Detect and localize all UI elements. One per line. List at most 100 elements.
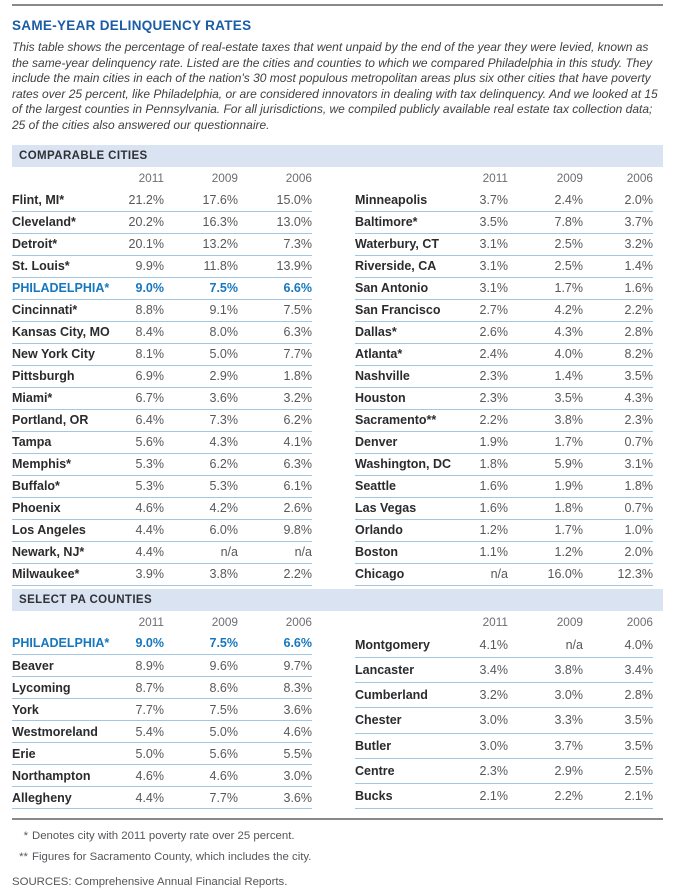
rate-value: 7.5% bbox=[164, 632, 238, 655]
rate-value: 8.9% bbox=[111, 654, 164, 677]
cities-table-left: 2011 2009 2006 Flint, MI* 21.2% 17.6% 15.0%… bbox=[12, 167, 312, 586]
table-row: Chester 3.0% 3.3% 3.5% bbox=[355, 707, 653, 734]
jurisdiction-name: Las Vegas bbox=[355, 497, 455, 520]
rate-value: 1.6% bbox=[455, 497, 508, 520]
year-column-header: 2011 bbox=[482, 171, 508, 185]
footnote-text: Figures for Sacramento County, which inc… bbox=[32, 851, 312, 863]
table-row: PHILADELPHIA* 9.0% 7.5% 6.6% bbox=[12, 277, 312, 300]
rate-value: 8.3% bbox=[238, 676, 312, 699]
jurisdiction-name: Miami* bbox=[12, 387, 111, 410]
rate-value: 1.7% bbox=[508, 277, 583, 300]
rate-value: 3.7% bbox=[583, 211, 653, 234]
table-row: Chicago n/a 16.0% 12.3% bbox=[355, 563, 653, 586]
rate-value: 7.7% bbox=[238, 343, 312, 366]
rate-value: 13.0% bbox=[238, 211, 312, 234]
jurisdiction-name: Portland, OR bbox=[12, 409, 111, 432]
rate-value: 4.6% bbox=[164, 764, 238, 787]
table-row: Atlanta* 2.4% 4.0% 8.2% bbox=[355, 343, 653, 366]
table-row: Bucks 2.1% 2.2% 2.1% bbox=[355, 783, 653, 810]
rate-value: 20.1% bbox=[111, 233, 164, 256]
table-row: Beaver 8.9% 9.6% 9.7% bbox=[12, 654, 312, 677]
name-column-header bbox=[355, 167, 455, 189]
rate-value: 16.0% bbox=[508, 563, 583, 586]
rate-value: 13.9% bbox=[238, 255, 312, 278]
rate-value: 7.7% bbox=[111, 698, 164, 721]
rate-value: 4.1% bbox=[238, 431, 312, 454]
rate-value: 0.7% bbox=[583, 431, 653, 454]
rate-value: 3.4% bbox=[455, 657, 508, 684]
page-title: SAME-YEAR DELINQUENCY RATES bbox=[12, 18, 252, 33]
rate-value: 4.2% bbox=[164, 497, 238, 520]
rate-value: 3.6% bbox=[238, 698, 312, 721]
footnote-marker: * bbox=[23, 830, 28, 842]
table-row: Northampton 4.6% 4.6% 3.0% bbox=[12, 764, 312, 787]
jurisdiction-name: PHILADELPHIA* bbox=[12, 632, 111, 655]
rate-value: 3.6% bbox=[238, 786, 312, 809]
top-rule bbox=[12, 4, 663, 6]
column-header-row: 2011 2009 2006 bbox=[12, 167, 312, 189]
column-header-row: 2011 2009 2006 bbox=[12, 611, 312, 633]
rate-value: 2.0% bbox=[583, 189, 653, 212]
rate-value: 5.3% bbox=[111, 453, 164, 476]
rate-value: 17.6% bbox=[164, 189, 238, 212]
rate-value: 1.9% bbox=[455, 431, 508, 454]
name-column-header bbox=[355, 611, 455, 633]
rate-value: 3.8% bbox=[508, 657, 583, 684]
intro-paragraph: This table shows the percentage of real-… bbox=[12, 40, 658, 132]
year-column-header: 2006 bbox=[626, 614, 653, 629]
year-column-header: 2006 bbox=[285, 171, 312, 185]
rate-value: 1.8% bbox=[238, 365, 312, 388]
jurisdiction-name: Detroit* bbox=[12, 233, 111, 256]
rate-value: 1.9% bbox=[508, 475, 583, 498]
table-row: Cincinnati* 8.8% 9.1% 7.5% bbox=[12, 299, 312, 322]
rate-value: 1.7% bbox=[508, 519, 583, 542]
rate-value: 3.4% bbox=[583, 657, 653, 684]
footnotes: * Denotes city with 2011 poverty rate ov… bbox=[12, 829, 663, 864]
rate-value: 2.6% bbox=[455, 321, 508, 344]
rate-value: 1.8% bbox=[455, 453, 508, 476]
rate-value: 3.3% bbox=[508, 707, 583, 734]
rate-value: 2.9% bbox=[508, 758, 583, 784]
jurisdiction-name: Montgomery bbox=[355, 632, 455, 659]
rate-value: 0.7% bbox=[583, 497, 653, 520]
rate-value: 7.7% bbox=[164, 786, 238, 809]
table-row: Lancaster 3.4% 3.8% 3.4% bbox=[355, 657, 653, 684]
footnote-sacramento: ** Figures for Sacramento County, which … bbox=[12, 850, 663, 864]
rate-value: 2.5% bbox=[583, 758, 653, 784]
year-column-header: 2009 bbox=[556, 614, 583, 629]
rate-value: 2.5% bbox=[508, 255, 583, 278]
rate-value: 3.5% bbox=[583, 707, 653, 734]
rate-value: 2.7% bbox=[455, 299, 508, 322]
table-row: Seattle 1.6% 1.9% 1.8% bbox=[355, 475, 653, 498]
rate-value: 5.0% bbox=[164, 720, 238, 743]
jurisdiction-name: Lycoming bbox=[12, 676, 111, 699]
table-row: San Antonio 3.1% 1.7% 1.6% bbox=[355, 277, 653, 300]
table-row: Boston 1.1% 1.2% 2.0% bbox=[355, 541, 653, 564]
rate-value: 2.1% bbox=[583, 783, 653, 810]
table-row: Kansas City, MO 8.4% 8.0% 6.3% bbox=[12, 321, 312, 344]
rate-value: 8.2% bbox=[583, 343, 653, 366]
rate-value: 4.4% bbox=[111, 786, 164, 809]
jurisdiction-name: San Antonio bbox=[355, 277, 455, 300]
rate-value: 6.6% bbox=[238, 632, 312, 655]
rate-value: 4.0% bbox=[508, 343, 583, 366]
table-row: York 7.7% 7.5% 3.6% bbox=[12, 698, 312, 721]
year-column-header: 2011 bbox=[138, 614, 164, 629]
jurisdiction-name: Nashville bbox=[355, 365, 455, 388]
column-header-row: 2011 2009 2006 bbox=[355, 611, 653, 633]
table-row: Newark, NJ* 4.4% n/a n/a bbox=[12, 541, 312, 564]
jurisdiction-name: St. Louis* bbox=[12, 255, 111, 278]
rate-value: 4.4% bbox=[111, 519, 164, 542]
rate-value: n/a bbox=[508, 632, 583, 659]
rate-value: 15.0% bbox=[238, 189, 312, 212]
year-column-header: 2009 bbox=[211, 171, 238, 185]
rate-value: 8.0% bbox=[164, 321, 238, 344]
rate-value: 12.3% bbox=[583, 563, 653, 586]
table-row: Cumberland 3.2% 3.0% 2.8% bbox=[355, 682, 653, 709]
jurisdiction-name: PHILADELPHIA* bbox=[12, 277, 111, 300]
table-row: St. Louis* 9.9% 11.8% 13.9% bbox=[12, 255, 312, 278]
rate-value: 9.0% bbox=[111, 277, 164, 300]
rate-value: 3.2% bbox=[455, 682, 508, 709]
cities-table-right: 2011 2009 2006 Minneapolis 3.7% 2.4% 2.0% Ba… bbox=[355, 167, 653, 586]
